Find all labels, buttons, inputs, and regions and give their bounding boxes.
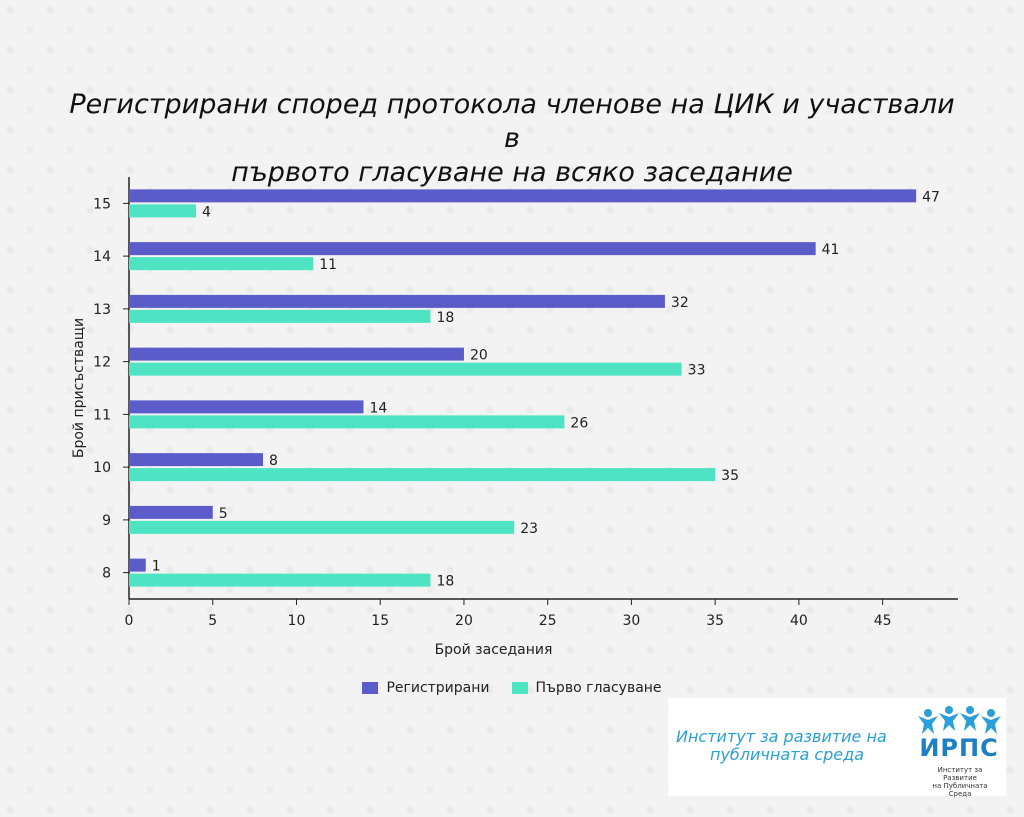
legend: Регистрирани Първо гласуване xyxy=(0,680,1024,696)
data-label: 35 xyxy=(721,468,739,484)
y-axis-title: Брой присъстващи xyxy=(71,318,87,458)
x-tick-label: 25 xyxy=(539,613,557,629)
x-tick-label: 10 xyxy=(288,613,306,629)
x-tick-label: 30 xyxy=(623,613,641,629)
y-tick-label: 15 xyxy=(93,196,111,212)
logo-small-line-1: Институт за Развитие xyxy=(937,766,983,782)
data-label: 26 xyxy=(570,415,588,431)
x-tick-label: 45 xyxy=(874,613,892,629)
data-label: 33 xyxy=(688,363,706,379)
bar xyxy=(129,362,682,376)
y-tick-label: 8 xyxy=(102,566,111,582)
chart-title-line-1: Регистрирани според протокола членове на… xyxy=(69,89,955,154)
bar xyxy=(129,204,196,218)
data-label: 41 xyxy=(822,242,840,258)
people-icon xyxy=(918,706,1001,734)
data-label: 18 xyxy=(436,310,454,326)
data-label: 8 xyxy=(269,453,278,469)
legend-label-first-vote: Първо гласуване xyxy=(535,680,662,696)
chart-title-line-2: първото гласуване на всяко заседание xyxy=(231,157,793,188)
legend-swatch-registered xyxy=(362,682,379,694)
bar xyxy=(129,520,515,534)
chart-title: Регистрирани според протокола членове на… xyxy=(62,88,962,190)
x-tick-label: 35 xyxy=(706,613,724,629)
logo-text-line-2: публичната среда xyxy=(710,745,865,764)
data-label: 18 xyxy=(436,574,454,590)
x-tick-label: 15 xyxy=(371,613,389,629)
bar xyxy=(129,505,213,519)
logo-abbreviation: ИРПС xyxy=(919,734,999,762)
legend-label-registered: Регистрирани xyxy=(386,680,490,696)
bar xyxy=(129,558,146,572)
bar xyxy=(129,242,816,256)
legend-swatch-first-vote xyxy=(511,682,528,694)
logo-text: Институт за развитие на публичната среда xyxy=(676,728,921,764)
y-tick-label: 14 xyxy=(93,249,111,265)
x-tick-label: 20 xyxy=(455,613,473,629)
data-label: 1 xyxy=(152,559,161,575)
logo: Институт за развитие на публичната среда… xyxy=(668,698,1006,798)
legend-item-registered: Регистрирани xyxy=(362,680,490,696)
bar xyxy=(129,189,917,203)
data-label: 14 xyxy=(369,400,387,416)
logo-text-line-1: Институт за развитие на xyxy=(676,727,887,746)
y-tick-label: 11 xyxy=(93,407,111,423)
x-tick-label: 0 xyxy=(125,613,134,629)
logo-mark: ИРПС Институт за Развитие на Публичната … xyxy=(916,704,1002,798)
logo-small-text: Институт за Развитие на Публичната Среда xyxy=(920,766,1000,798)
bar xyxy=(129,309,431,323)
data-label: 23 xyxy=(520,521,538,537)
x-axis-title: Брой заседания xyxy=(435,642,553,658)
bar xyxy=(129,415,565,429)
x-tick-label: 40 xyxy=(790,613,808,629)
data-label: 11 xyxy=(319,257,337,273)
data-label: 20 xyxy=(470,348,488,364)
bar xyxy=(129,294,665,308)
bar xyxy=(129,400,364,414)
y-tick-label: 13 xyxy=(93,302,111,318)
x-tick-label: 5 xyxy=(208,613,217,629)
y-tick-label: 10 xyxy=(93,460,111,476)
logo-small-line-2: на Публичната Среда xyxy=(932,782,988,798)
data-label: 47 xyxy=(922,189,940,205)
data-label: 32 xyxy=(671,295,689,311)
bar xyxy=(129,347,464,361)
bar xyxy=(129,453,263,467)
y-tick-label: 9 xyxy=(102,513,111,529)
legend-item-first-vote: Първо гласуване xyxy=(511,680,662,696)
y-tick-label: 12 xyxy=(93,355,111,371)
bar xyxy=(129,468,716,482)
data-label: 5 xyxy=(219,506,228,522)
data-label: 4 xyxy=(202,204,211,220)
bar xyxy=(129,573,431,587)
bar xyxy=(129,257,314,271)
